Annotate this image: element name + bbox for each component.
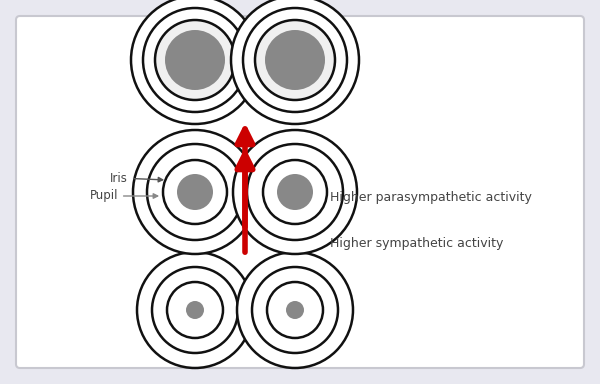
Circle shape (267, 282, 323, 338)
Circle shape (243, 8, 347, 112)
Circle shape (247, 144, 343, 240)
Text: Higher sympathetic activity: Higher sympathetic activity (330, 237, 503, 250)
Circle shape (252, 267, 338, 353)
Circle shape (233, 130, 357, 254)
Circle shape (143, 8, 247, 112)
Text: Pupil: Pupil (89, 189, 158, 202)
Circle shape (167, 282, 223, 338)
Circle shape (137, 252, 253, 368)
Circle shape (277, 174, 313, 210)
Circle shape (265, 30, 325, 90)
Circle shape (255, 20, 335, 100)
Circle shape (231, 0, 359, 124)
Circle shape (147, 144, 243, 240)
Circle shape (263, 160, 327, 224)
Text: Higher parasympathetic activity: Higher parasympathetic activity (330, 192, 532, 205)
Circle shape (155, 20, 235, 100)
Circle shape (186, 301, 204, 319)
Circle shape (131, 0, 259, 124)
Text: Iris: Iris (110, 172, 163, 184)
Circle shape (163, 160, 227, 224)
Circle shape (237, 252, 353, 368)
Circle shape (133, 130, 257, 254)
FancyBboxPatch shape (16, 16, 584, 368)
Circle shape (152, 267, 238, 353)
Circle shape (165, 30, 225, 90)
Circle shape (177, 174, 213, 210)
Circle shape (286, 301, 304, 319)
